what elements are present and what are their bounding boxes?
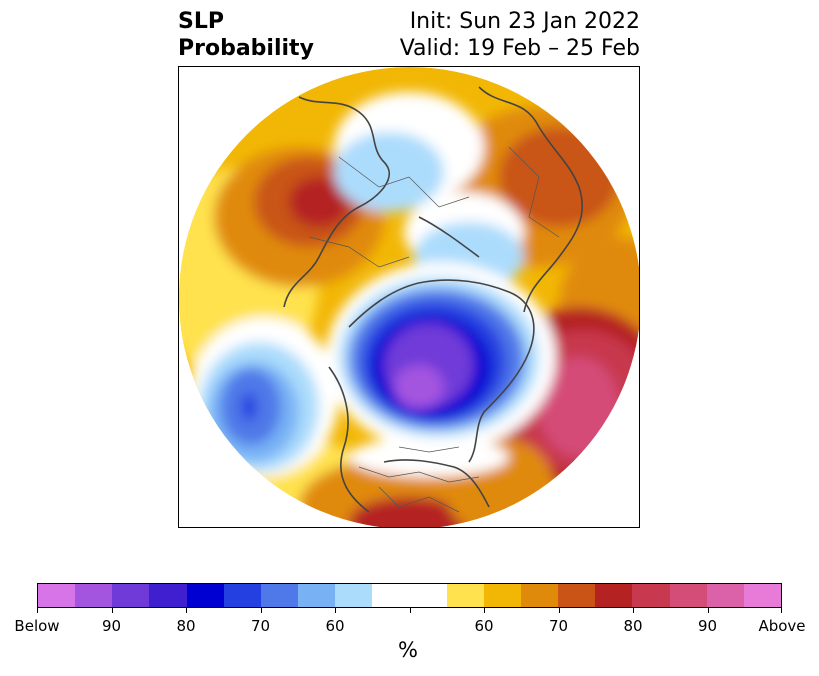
colorbar-segment-below xyxy=(38,584,76,607)
colorbar-tick-label: 60 xyxy=(325,617,345,635)
colorbar-segment-neutral xyxy=(372,584,447,607)
colorbar-tick xyxy=(335,608,336,613)
colorbar-tick-label: 90 xyxy=(697,617,718,635)
probability-map xyxy=(179,67,639,527)
colorbar-tick xyxy=(707,608,709,613)
field-title: SLP xyxy=(178,9,224,34)
colorbar-segment-above xyxy=(706,584,744,607)
colorbar xyxy=(37,583,782,608)
title-block-right: Init: Sun 23 Jan 2022 Valid: 19 Feb – 25… xyxy=(400,8,640,62)
colorbar-tick xyxy=(409,608,411,613)
init-date: Init: Sun 23 Jan 2022 xyxy=(409,9,640,34)
coastline-layer xyxy=(283,86,583,513)
colorbar-segment-below xyxy=(260,584,299,607)
colorbar-segment-above xyxy=(743,584,782,607)
colorbar-tick-label: 70 xyxy=(250,617,271,635)
colorbar-tick xyxy=(633,608,634,613)
colorbar-tick xyxy=(111,608,113,613)
colorbar-tick-label: Above xyxy=(758,617,806,635)
colorbar-segment-above xyxy=(446,584,484,607)
colorbar-segment-below xyxy=(223,584,261,607)
colorbar-segment-below xyxy=(298,584,336,607)
colorbar-segment-below xyxy=(186,584,224,607)
colorbar-segment-below xyxy=(335,584,373,607)
colorbar-segment-above xyxy=(669,584,707,607)
colorbar-ticks xyxy=(37,608,782,614)
colorbar-tick-label: Below xyxy=(14,617,60,635)
colorbar-tick-label: 70 xyxy=(548,617,569,635)
colorbar-tick-label: 90 xyxy=(101,617,122,635)
colorbar-tick-label: 80 xyxy=(623,617,643,635)
colorbar-unit: % xyxy=(398,638,418,662)
colorbar-segment-above xyxy=(558,584,596,607)
colorbar-tick xyxy=(260,608,262,613)
colorbar-segment-below xyxy=(112,584,150,607)
colorbar-tick xyxy=(37,608,38,613)
colorbar-tick-label: 80 xyxy=(176,617,196,635)
colorbar-segment-below xyxy=(149,584,187,607)
map-frame xyxy=(178,66,640,528)
title-block-left: SLP Probability xyxy=(178,8,314,62)
colorbar-segment-above xyxy=(632,584,670,607)
valid-range: Valid: 19 Feb – 25 Feb xyxy=(399,36,640,61)
field-subtitle: Probability xyxy=(178,36,314,61)
colorbar-segment-above xyxy=(483,584,522,607)
colorbar-tick-label: 60 xyxy=(474,617,494,635)
colorbar-tick xyxy=(558,608,560,613)
colorbar-segment-above xyxy=(521,584,559,607)
colorbar-segment-above xyxy=(595,584,633,607)
colorbar-tick xyxy=(186,608,187,613)
colorbar-tick xyxy=(781,608,782,613)
shading-layer xyxy=(179,67,639,527)
colorbar-segment-below xyxy=(75,584,113,607)
border-layer xyxy=(308,146,560,513)
colorbar-tick xyxy=(484,608,485,613)
